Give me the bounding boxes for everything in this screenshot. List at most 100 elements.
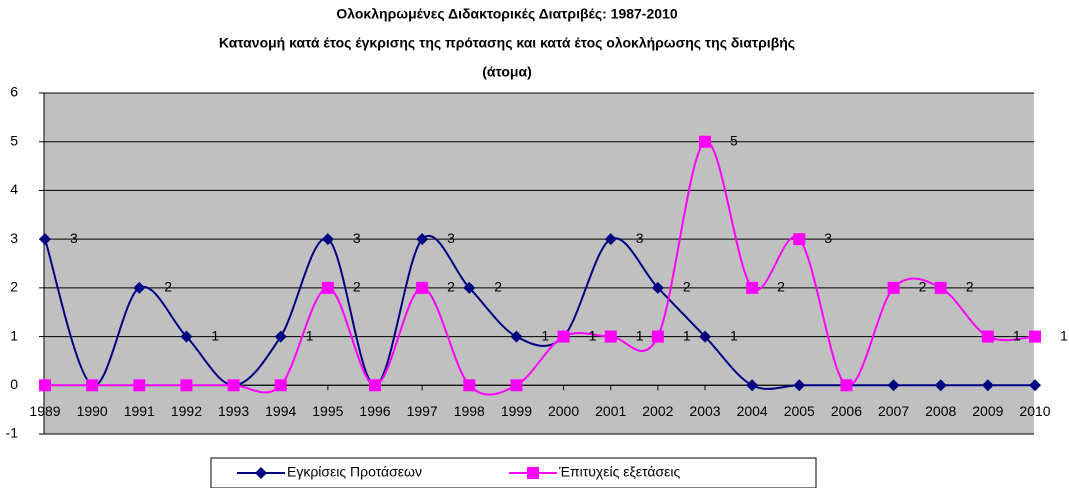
point: [274, 330, 287, 343]
point: [274, 379, 287, 392]
x-tick-label: 2001: [595, 403, 626, 419]
data-label: 1: [589, 327, 597, 343]
point: [369, 379, 381, 392]
point: [133, 281, 146, 294]
y-tick-label: 0: [10, 376, 18, 392]
point: [86, 379, 99, 392]
point: [180, 379, 193, 392]
data-label: 1: [1013, 327, 1021, 343]
data-label: 2: [353, 279, 361, 295]
point: [557, 330, 570, 343]
point: [321, 233, 334, 246]
point: [887, 379, 900, 392]
point: [510, 330, 523, 343]
y-tick-label: 3: [10, 230, 18, 246]
x-tick-label: 2010: [1019, 403, 1050, 419]
y-tick-label: 4: [10, 181, 18, 197]
point: [651, 281, 664, 294]
data-label: 2: [447, 279, 455, 295]
x-tick-label: 2008: [925, 403, 956, 419]
point: [321, 281, 334, 294]
point: [227, 379, 240, 392]
point: [1029, 330, 1041, 343]
x-tick-label: 1995: [312, 403, 343, 419]
x-tick-label: 2002: [642, 403, 673, 419]
data-label: 1: [211, 327, 219, 343]
x-tick-label: 1998: [454, 403, 485, 419]
y-tick-label: 6: [10, 84, 18, 100]
point: [133, 379, 146, 392]
data-label: 1: [306, 327, 314, 343]
data-label: 1: [589, 327, 597, 343]
data-label: 3: [447, 230, 455, 246]
point: [934, 281, 947, 294]
point: [604, 330, 617, 343]
y-tick-label: 1: [10, 327, 18, 343]
data-label: 2: [919, 279, 927, 295]
x-tick-label: 1999: [501, 403, 532, 419]
x-tick-label: 1990: [77, 403, 108, 419]
data-label: 1: [683, 327, 691, 343]
x-tick-label: 1989: [29, 403, 60, 419]
x-tick-label: 2006: [831, 403, 862, 419]
data-label: 3: [636, 230, 644, 246]
data-label: 3: [824, 230, 832, 246]
data-label: 3: [353, 230, 361, 246]
data-label: 1: [1060, 327, 1068, 343]
point: [981, 379, 994, 392]
point: [981, 330, 994, 343]
point: [416, 233, 429, 246]
x-tick-label: 1997: [407, 403, 438, 419]
point: [180, 330, 193, 343]
point: [793, 379, 806, 392]
chart-subtitle: Κατανομή κατά έτος έγκρισης της πρότασης…: [219, 35, 795, 51]
x-tick-label: 2003: [689, 403, 720, 419]
data-label: 1: [541, 327, 549, 343]
legend-marker: [527, 467, 539, 479]
point: [746, 281, 759, 294]
point: [651, 330, 664, 343]
data-label: 2: [966, 279, 974, 295]
legend-label: Έπιτυχείς εξετάσεις: [558, 464, 680, 480]
y-tick-label: 2: [10, 279, 18, 295]
x-tick-label: 1993: [218, 403, 249, 419]
point: [699, 135, 711, 148]
data-label: 2: [494, 279, 502, 295]
data-label: 5: [730, 132, 738, 148]
data-label: 2: [777, 279, 785, 295]
x-tick-label: 2004: [737, 403, 768, 419]
point: [39, 233, 51, 246]
point: [840, 379, 853, 392]
plot-area: [44, 93, 1034, 434]
x-tick-label: 2005: [784, 403, 815, 419]
x-tick-label: 2007: [878, 403, 909, 419]
point: [463, 379, 476, 392]
chart-title: Ολοκληρωμένες Διδακτορικές Διατριβές: 19…: [336, 6, 677, 22]
x-tick-label: 2009: [972, 403, 1003, 419]
data-label: 2: [164, 279, 172, 295]
point: [604, 233, 617, 246]
y-tick-label: 5: [10, 132, 18, 148]
x-tick-label: 1991: [124, 403, 155, 419]
point: [463, 281, 476, 294]
point: [416, 281, 429, 294]
point: [793, 233, 806, 246]
point: [1029, 379, 1041, 392]
point: [510, 379, 523, 392]
x-tick-label: 2000: [548, 403, 579, 419]
y-tick-label: -1: [6, 425, 19, 441]
x-tick-label: 1996: [359, 403, 390, 419]
point: [699, 330, 711, 343]
point: [39, 379, 51, 392]
data-label: 1: [730, 327, 738, 343]
x-tick-label: 1992: [171, 403, 202, 419]
point: [887, 281, 900, 294]
data-label: 1: [636, 327, 644, 343]
legend-label: Εγκρίσεις Προτάσεων: [287, 464, 422, 480]
data-label: 2: [683, 279, 691, 295]
x-tick-label: 1994: [265, 403, 296, 419]
legend-marker: [255, 467, 267, 479]
data-label: 3: [70, 230, 78, 246]
point: [746, 379, 759, 392]
